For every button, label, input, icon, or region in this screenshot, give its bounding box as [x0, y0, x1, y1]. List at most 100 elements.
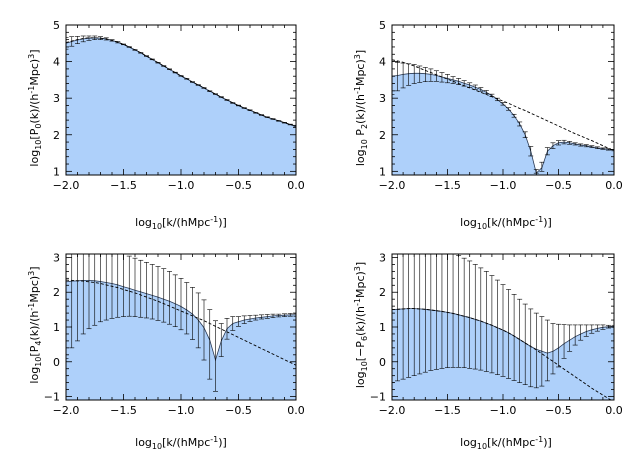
p6-ytick-label: 1 — [379, 321, 386, 334]
p6-error-bar — [406, 254, 412, 378]
p6-error-bar — [428, 254, 434, 371]
p6-error-bar — [411, 254, 417, 376]
p4-error-bar — [155, 266, 161, 321]
p0-filled-area — [66, 37, 296, 175]
p0-error-bar — [236, 104, 241, 107]
p2-error-bar — [472, 84, 478, 90]
p6-error-bar — [539, 316, 545, 387]
panel-p2: −2.0 −1.5 −1.0 −0.5 0.0 1 2 3 4 5 log10[k/(hMpc-1… — [353, 19, 623, 231]
p4-error-bar — [86, 254, 92, 330]
p0-error-bar — [253, 112, 259, 114]
p6-ytick-label: −1 — [370, 391, 386, 404]
p0-error-bar — [161, 65, 167, 67]
p6-error-bar — [583, 324, 589, 337]
p2-error-bar — [439, 72, 445, 83]
p2-error-bar — [594, 146, 600, 149]
p6-error-bar — [478, 267, 484, 371]
p0-xtick-label: −1.0 — [168, 179, 195, 192]
p2-error-bar — [400, 62, 406, 89]
p6-error-bar — [506, 289, 512, 379]
p6-error-bar — [467, 260, 473, 369]
p4-ytick-label: 0 — [53, 356, 60, 369]
p2-error-bar — [556, 140, 561, 146]
p6-error-bar — [422, 254, 428, 373]
p4-error-bar — [287, 313, 293, 317]
p0-error-bar — [282, 122, 287, 124]
p4-error-bar — [126, 255, 132, 317]
p0-ytick-label: 2 — [53, 129, 60, 142]
p4-xtick-label: −0.5 — [225, 404, 252, 417]
p4-error-bar — [121, 254, 126, 317]
p0-ytick-label: 3 — [53, 92, 60, 105]
p6-error-bar — [483, 271, 489, 372]
p6-error-bar — [461, 257, 467, 368]
p2-error-bar — [605, 148, 611, 151]
p4-error-bar — [213, 320, 218, 392]
p0-error-bar — [66, 37, 69, 50]
p4-error-bar — [247, 315, 253, 322]
p2-error-bar — [422, 67, 428, 83]
p4-ylabel: log10[P4(k)/(h-1Mpc)3] — [27, 266, 43, 383]
p2-error-bar — [600, 147, 606, 150]
p2-error-bar — [517, 121, 523, 127]
p4-error-bar — [66, 254, 69, 359]
p4-error-bar — [115, 254, 121, 318]
p2-error-bar — [522, 131, 528, 138]
p4-error-bar — [270, 313, 276, 318]
p4-error-bar — [236, 316, 241, 327]
p4-error-bar — [207, 309, 213, 380]
p0-error-bar — [241, 107, 247, 109]
p2-error-bar — [417, 65, 423, 83]
p0-error-bar — [172, 71, 178, 74]
p2-error-bar — [589, 145, 595, 148]
p2-error-bar — [550, 142, 556, 149]
p6-error-bar — [544, 319, 550, 382]
p6-xtick-label: −0.5 — [545, 404, 572, 417]
p0-xtick-label: −1.5 — [110, 179, 137, 192]
p6-error-bar — [561, 324, 567, 359]
p6-ytick-label: 3 — [379, 251, 386, 264]
p4-error-bar — [98, 254, 103, 323]
p2-plot-area: −2.0 −1.5 −1.0 −0.5 0.0 1 2 3 4 5 — [379, 19, 623, 192]
p6-error-bar — [395, 254, 401, 382]
p0-xtick-label: −2.0 — [53, 179, 80, 192]
p4-error-bar — [103, 254, 109, 321]
p4-error-bar — [201, 299, 207, 361]
p6-plot-area: −2.0 −1.5 −1.0 −0.5 0.0 −1 0 1 2 3 — [370, 251, 623, 417]
p0-error-bar — [184, 78, 190, 80]
p4-error-bar — [69, 254, 75, 349]
p0-error-bar — [195, 84, 201, 86]
p4-error-bar — [172, 274, 178, 327]
p2-error-bar — [500, 102, 506, 106]
p6-error-bar — [500, 284, 506, 377]
p0-error-bar — [69, 36, 75, 47]
p4-ytick-label: 3 — [53, 251, 60, 264]
p4-xtick-label: −1.5 — [110, 404, 137, 417]
p2-xtick-label: −0.5 — [545, 179, 572, 192]
p2-ytick-label: 5 — [379, 19, 386, 32]
p0-error-bar — [138, 52, 144, 54]
p6-error-bar — [594, 324, 600, 332]
p2-error-bar — [411, 64, 417, 84]
p2-error-bar — [433, 70, 439, 82]
p4-error-bar — [230, 316, 236, 331]
p6-error-bar — [417, 254, 423, 375]
p2-error-bar — [567, 141, 573, 145]
p2-error-bar — [583, 144, 589, 148]
p2-error-bar — [544, 147, 550, 156]
p6-error-bar — [439, 254, 445, 369]
p4-error-bar — [92, 254, 98, 326]
p4-ytick-label: 1 — [53, 321, 60, 334]
p0-error-bar — [144, 55, 149, 57]
p2-error-bar — [511, 113, 517, 118]
p0-model-line — [66, 37, 296, 127]
p6-xtick-label: −2.0 — [379, 404, 406, 417]
p0-ytick-label: 1 — [53, 165, 60, 178]
p0-error-bar — [167, 68, 172, 70]
p2-error-bar — [450, 76, 456, 84]
p4-plot-area: −2.0 −1.5 −1.0 −0.5 0.0 −1 0 1 2 3 — [44, 251, 305, 417]
p0-error-bar — [103, 37, 109, 41]
p6-xtick-label: −1.5 — [434, 404, 461, 417]
p4-xlabel: log10[k/(hMpc-1)] — [135, 435, 227, 451]
p4-error-bar — [138, 259, 144, 318]
